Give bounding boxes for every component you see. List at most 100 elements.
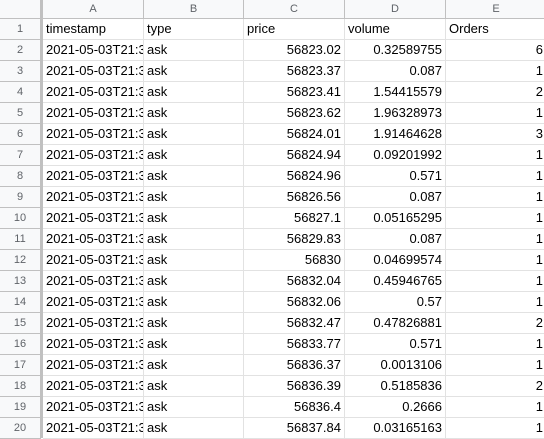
column-header-e[interactable]: E [446, 0, 544, 19]
table-cell[interactable]: ask [144, 82, 244, 103]
table-cell[interactable]: ask [144, 334, 244, 355]
table-cell[interactable]: 56833.77 [244, 334, 345, 355]
table-cell[interactable]: 2021-05-03T21:3 [43, 82, 144, 103]
table-cell[interactable]: 2021-05-03T21:3 [43, 187, 144, 208]
header-cell[interactable]: price [244, 19, 345, 40]
table-cell[interactable]: ask [144, 187, 244, 208]
table-cell[interactable]: ask [144, 124, 244, 145]
table-cell[interactable]: 2021-05-03T21:3 [43, 103, 144, 124]
table-cell[interactable]: ask [144, 292, 244, 313]
table-cell[interactable]: 1.54415579 [345, 82, 446, 103]
row-header[interactable]: 3 [0, 61, 41, 82]
table-cell[interactable]: 0.57 [345, 292, 446, 313]
table-cell[interactable]: 2021-05-03T21:3 [43, 418, 144, 439]
table-cell[interactable]: 0.05165295 [345, 208, 446, 229]
table-cell[interactable]: 0.47826881 [345, 313, 446, 334]
row-header[interactable]: 10 [0, 208, 41, 229]
table-cell[interactable]: 2021-05-03T21:3 [43, 145, 144, 166]
table-cell[interactable]: 2021-05-03T21:3 [43, 208, 144, 229]
table-cell[interactable]: 0.5185836 [345, 376, 446, 397]
table-cell[interactable]: 2 [446, 82, 544, 103]
row-header[interactable]: 19 [0, 397, 41, 418]
row-header[interactable]: 17 [0, 355, 41, 376]
table-cell[interactable]: 2021-05-03T21:3 [43, 355, 144, 376]
table-cell[interactable]: 0.04699574 [345, 250, 446, 271]
row-header[interactable]: 11 [0, 229, 41, 250]
table-cell[interactable]: ask [144, 103, 244, 124]
table-cell[interactable]: 1 [446, 397, 544, 418]
table-cell[interactable]: 0.09201992 [345, 145, 446, 166]
table-cell[interactable]: ask [144, 250, 244, 271]
table-cell[interactable]: 2021-05-03T21:3 [43, 334, 144, 355]
table-cell[interactable]: 56824.94 [244, 145, 345, 166]
table-cell[interactable]: 1 [446, 418, 544, 439]
table-cell[interactable]: 2021-05-03T21:3 [43, 40, 144, 61]
table-cell[interactable]: 2021-05-03T21:3 [43, 271, 144, 292]
header-cell[interactable]: volume [345, 19, 446, 40]
row-header[interactable]: 6 [0, 124, 41, 145]
row-header[interactable]: 18 [0, 376, 41, 397]
table-cell[interactable]: 1.91464628 [345, 124, 446, 145]
table-cell[interactable]: 0.45946765 [345, 271, 446, 292]
table-cell[interactable]: 1 [446, 292, 544, 313]
table-cell[interactable]: 2021-05-03T21:3 [43, 61, 144, 82]
table-cell[interactable]: 1.96328973 [345, 103, 446, 124]
table-cell[interactable]: 2021-05-03T21:3 [43, 229, 144, 250]
row-header[interactable]: 8 [0, 166, 41, 187]
row-header[interactable]: 4 [0, 82, 41, 103]
table-cell[interactable]: ask [144, 355, 244, 376]
table-cell[interactable]: 56836.39 [244, 376, 345, 397]
column-header-a[interactable]: A [43, 0, 144, 19]
table-cell[interactable]: 1 [446, 166, 544, 187]
column-header-d[interactable]: D [345, 0, 446, 19]
row-header[interactable]: 7 [0, 145, 41, 166]
table-cell[interactable]: 0.087 [345, 61, 446, 82]
header-cell[interactable]: timestamp [43, 19, 144, 40]
table-cell[interactable]: 56836.37 [244, 355, 345, 376]
table-cell[interactable]: ask [144, 166, 244, 187]
table-cell[interactable]: 2021-05-03T21:3 [43, 124, 144, 145]
table-cell[interactable]: 56837.84 [244, 418, 345, 439]
table-cell[interactable]: 56832.06 [244, 292, 345, 313]
table-cell[interactable]: ask [144, 145, 244, 166]
column-header-c[interactable]: C [244, 0, 345, 19]
select-all-corner[interactable] [0, 0, 41, 19]
table-cell[interactable]: 2 [446, 376, 544, 397]
table-cell[interactable]: ask [144, 313, 244, 334]
row-header[interactable]: 20 [0, 418, 41, 439]
table-cell[interactable]: 1 [446, 61, 544, 82]
table-cell[interactable]: 56824.96 [244, 166, 345, 187]
table-cell[interactable]: 0.571 [345, 334, 446, 355]
table-cell[interactable]: 1 [446, 187, 544, 208]
table-cell[interactable]: 0.03165163 [345, 418, 446, 439]
table-cell[interactable]: 56823.02 [244, 40, 345, 61]
table-cell[interactable]: ask [144, 208, 244, 229]
table-cell[interactable]: 56829.83 [244, 229, 345, 250]
table-cell[interactable]: 56823.62 [244, 103, 345, 124]
table-cell[interactable]: 2021-05-03T21:3 [43, 250, 144, 271]
table-cell[interactable]: 56826.56 [244, 187, 345, 208]
table-cell[interactable]: ask [144, 40, 244, 61]
table-cell[interactable]: 56830 [244, 250, 345, 271]
table-cell[interactable]: 0.571 [345, 166, 446, 187]
table-cell[interactable]: ask [144, 229, 244, 250]
row-header[interactable]: 16 [0, 334, 41, 355]
table-cell[interactable]: 1 [446, 229, 544, 250]
table-cell[interactable]: 1 [446, 355, 544, 376]
table-cell[interactable]: 3 [446, 124, 544, 145]
row-header[interactable]: 1 [0, 19, 41, 40]
table-cell[interactable]: 1 [446, 208, 544, 229]
table-cell[interactable]: 56836.4 [244, 397, 345, 418]
table-cell[interactable]: 56827.1 [244, 208, 345, 229]
table-cell[interactable]: 2021-05-03T21:3 [43, 292, 144, 313]
table-cell[interactable]: 1 [446, 250, 544, 271]
row-header[interactable]: 2 [0, 40, 41, 61]
table-cell[interactable]: 56823.37 [244, 61, 345, 82]
table-cell[interactable]: 1 [446, 334, 544, 355]
table-cell[interactable]: 56824.01 [244, 124, 345, 145]
table-cell[interactable]: 2021-05-03T21:3 [43, 166, 144, 187]
table-cell[interactable]: 0.32589755 [345, 40, 446, 61]
row-header[interactable]: 12 [0, 250, 41, 271]
table-cell[interactable]: 0.087 [345, 187, 446, 208]
table-cell[interactable]: 2021-05-03T21:3 [43, 397, 144, 418]
